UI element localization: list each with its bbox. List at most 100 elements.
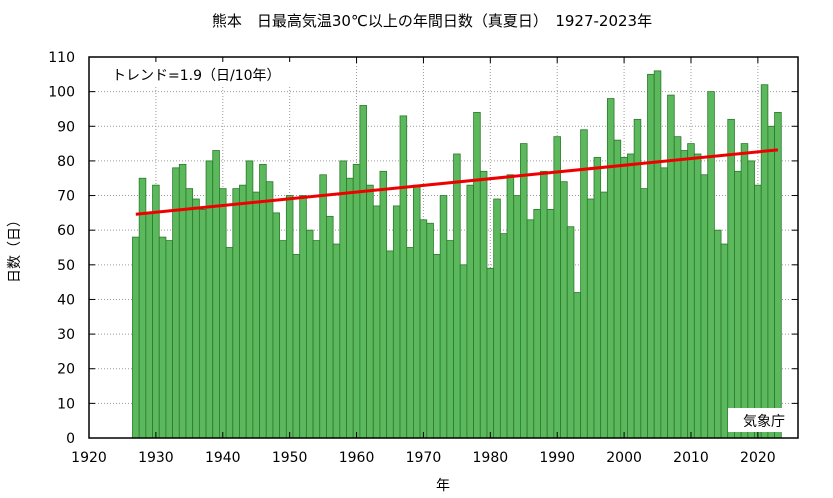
bars: [132, 70, 782, 439]
bar: [734, 170, 742, 439]
bar: [466, 184, 474, 439]
bar: [138, 177, 147, 439]
y-tick-label: 0: [66, 431, 75, 447]
x-tick-label: 2010: [673, 450, 709, 466]
x-tick-label: 1980: [473, 450, 509, 466]
bar: [459, 264, 468, 439]
bar: [158, 236, 167, 439]
bar: [399, 115, 408, 439]
bar: [760, 84, 769, 439]
bar: [178, 163, 187, 439]
bar: [580, 129, 588, 439]
bar: [526, 219, 535, 439]
y-tick-label: 90: [57, 119, 75, 135]
bar: [687, 143, 695, 439]
bar: [513, 195, 521, 439]
bar: [279, 240, 287, 439]
bar: [212, 150, 220, 439]
bar: [493, 198, 501, 439]
bar: [346, 177, 354, 439]
bar: [673, 136, 682, 439]
bar: [299, 195, 307, 439]
bar: [600, 191, 608, 439]
bar: [185, 188, 194, 439]
bar: [132, 236, 140, 439]
axis-ticks: 1920 1930 1940 1950 1960 1970 1980 1990 2000 2010…: [48, 50, 798, 466]
bar: [352, 163, 361, 439]
bar: [627, 153, 635, 439]
bar: [265, 181, 274, 439]
bar: [707, 91, 715, 439]
bar: [413, 184, 421, 439]
x-tick-label: 1950: [272, 450, 308, 466]
bar: [640, 188, 648, 439]
bar: [586, 198, 595, 439]
bar: [613, 139, 622, 439]
bar: [767, 125, 775, 439]
bar: [145, 212, 153, 439]
bar: [453, 153, 461, 439]
bar: [653, 70, 662, 439]
chart-title: 熊本 日最高気温30℃以上の年間日数（真夏日） 1927-2023年: [212, 12, 652, 30]
bar: [727, 118, 735, 439]
bar: [219, 188, 227, 439]
bar: [620, 157, 628, 439]
bar: [506, 174, 515, 439]
x-tick-label: 2020: [740, 450, 776, 466]
bar: [232, 188, 240, 439]
bar: [720, 243, 729, 439]
bar: [693, 153, 702, 439]
y-axis-label: 日数（日）: [7, 213, 23, 283]
bar: [747, 160, 755, 439]
bar: [499, 233, 508, 439]
bar: [533, 208, 541, 439]
bar: [540, 170, 548, 439]
x-tick-label: 1940: [205, 450, 241, 466]
bar: [740, 143, 749, 439]
bar: [172, 167, 180, 439]
bar: [305, 229, 314, 439]
bar: [713, 229, 722, 439]
bar: [566, 226, 575, 439]
bar: [252, 191, 260, 439]
y-tick-label: 80: [57, 154, 75, 170]
bar: [479, 170, 488, 439]
bar: [339, 160, 347, 439]
y-tick-label: 30: [57, 327, 75, 343]
bar: [152, 184, 160, 439]
trend-label-background: [103, 62, 303, 86]
bar: [292, 254, 301, 439]
bar: [359, 105, 367, 439]
bar: [366, 184, 374, 439]
bar: [560, 181, 568, 439]
bar: [660, 167, 668, 439]
y-tick-label: 50: [57, 258, 75, 274]
bar: [520, 143, 528, 439]
credit-background: [728, 408, 786, 432]
bar: [165, 240, 174, 439]
bar: [647, 73, 655, 439]
y-tick-label: 70: [57, 189, 75, 205]
bar: [486, 267, 495, 439]
bar: [386, 250, 394, 439]
bar: [372, 205, 381, 439]
bar: [319, 174, 327, 439]
y-tick-label: 20: [57, 362, 75, 378]
bar: [392, 205, 401, 439]
bar: [332, 243, 341, 439]
trend-line: [135, 148, 779, 216]
bar: [700, 174, 709, 439]
bar: [198, 208, 207, 439]
bar: [259, 163, 267, 439]
bar: [326, 215, 334, 439]
plot-frame: [88, 56, 799, 439]
bar: [593, 157, 602, 439]
x-tick-label: 1920: [71, 450, 107, 466]
bar: [426, 222, 434, 439]
bar: [419, 219, 428, 439]
bar: [225, 247, 234, 439]
y-tick-label: 100: [48, 85, 75, 101]
bar: [312, 240, 321, 439]
bar: [553, 136, 561, 439]
